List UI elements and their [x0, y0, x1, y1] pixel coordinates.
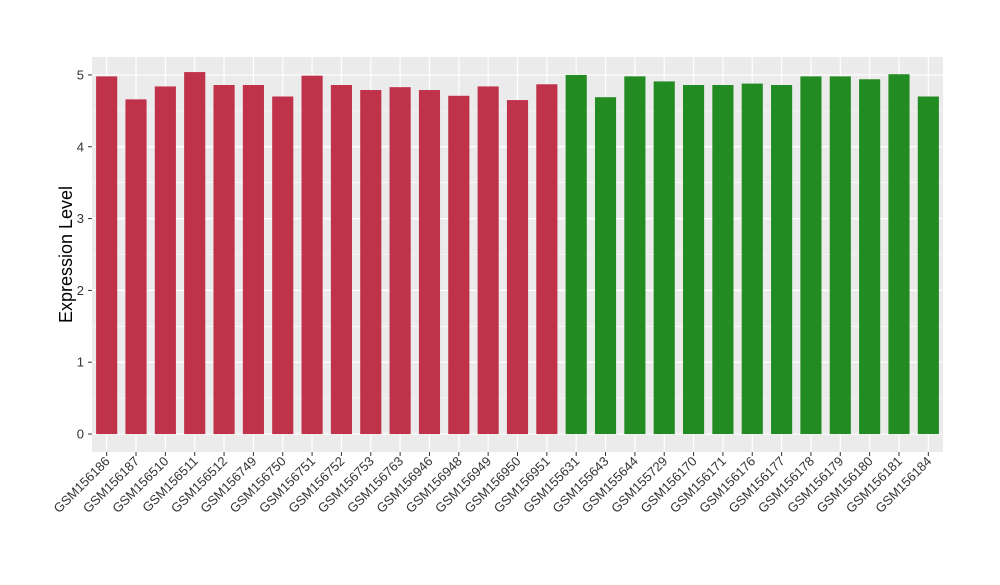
bar-GSM156511: [184, 72, 206, 435]
y-tick-label: 5: [77, 67, 84, 82]
bar-GSM156510: [154, 86, 176, 435]
y-axis: 0 1 2 3 4 5: [77, 67, 92, 442]
y-tick-label: 4: [77, 139, 84, 154]
bar-GSM156949: [477, 86, 499, 435]
bar-GSM156180: [859, 79, 881, 435]
bar-GSM156750: [272, 96, 294, 435]
bar-GSM156178: [800, 76, 822, 435]
bar-GSM156187: [125, 99, 147, 435]
bar-GSM156763: [389, 87, 411, 435]
bar-GSM156751: [301, 75, 323, 435]
bar-GSM156749: [242, 85, 264, 435]
bar-GSM156950: [506, 100, 529, 435]
bar-GSM156512: [213, 85, 235, 435]
bars: [96, 72, 939, 435]
y-axis-title: Expression Level: [56, 186, 76, 323]
y-tick-label: 2: [77, 283, 84, 298]
bar-GSM156179: [829, 76, 851, 435]
y-tick-label: 3: [77, 211, 84, 226]
bar-GSM156170: [683, 85, 705, 435]
bar-GSM156181: [888, 74, 910, 435]
y-tick-label: 1: [77, 355, 84, 370]
bar-GSM156948: [448, 95, 470, 435]
bar-GSM155644: [624, 76, 646, 435]
bar-GSM156184: [917, 96, 939, 435]
bar-GSM156752: [330, 85, 352, 435]
bar-GSM156951: [536, 84, 558, 435]
bar-GSM156946: [418, 90, 441, 435]
y-tick-label: 0: [77, 427, 84, 442]
x-axis: GSM156186GSM156187GSM156510GSM156511GSM1…: [51, 452, 934, 516]
bar-GSM155631: [565, 74, 587, 435]
bar-GSM156171: [712, 85, 734, 435]
bar-GSM156177: [771, 85, 793, 435]
bar-GSM156186: [96, 76, 118, 435]
bar-GSM156753: [360, 90, 382, 435]
bar-GSM155643: [594, 97, 617, 435]
bar-GSM155729: [653, 81, 675, 435]
bar-GSM156176: [741, 83, 763, 435]
